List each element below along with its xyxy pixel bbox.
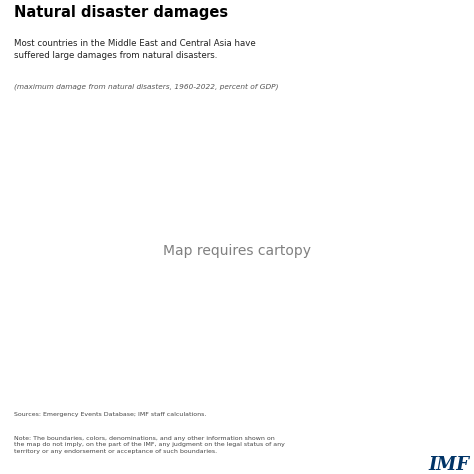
Text: Map requires cartopy: Map requires cartopy [163,244,311,258]
Text: Natural disaster damages: Natural disaster damages [14,5,228,20]
Text: (maximum damage from natural disasters, 1960-2022, percent of GDP): (maximum damage from natural disasters, … [14,83,279,90]
Text: Sources: Emergency Events Database; IMF staff calculations.: Sources: Emergency Events Database; IMF … [14,412,207,418]
Text: IMF: IMF [428,456,469,474]
Text: Note: The boundaries, colors, denominations, and any other information shown on
: Note: The boundaries, colors, denominati… [14,436,285,454]
Text: Most countries in the Middle East and Central Asia have
suffered large damages f: Most countries in the Middle East and Ce… [14,39,256,60]
